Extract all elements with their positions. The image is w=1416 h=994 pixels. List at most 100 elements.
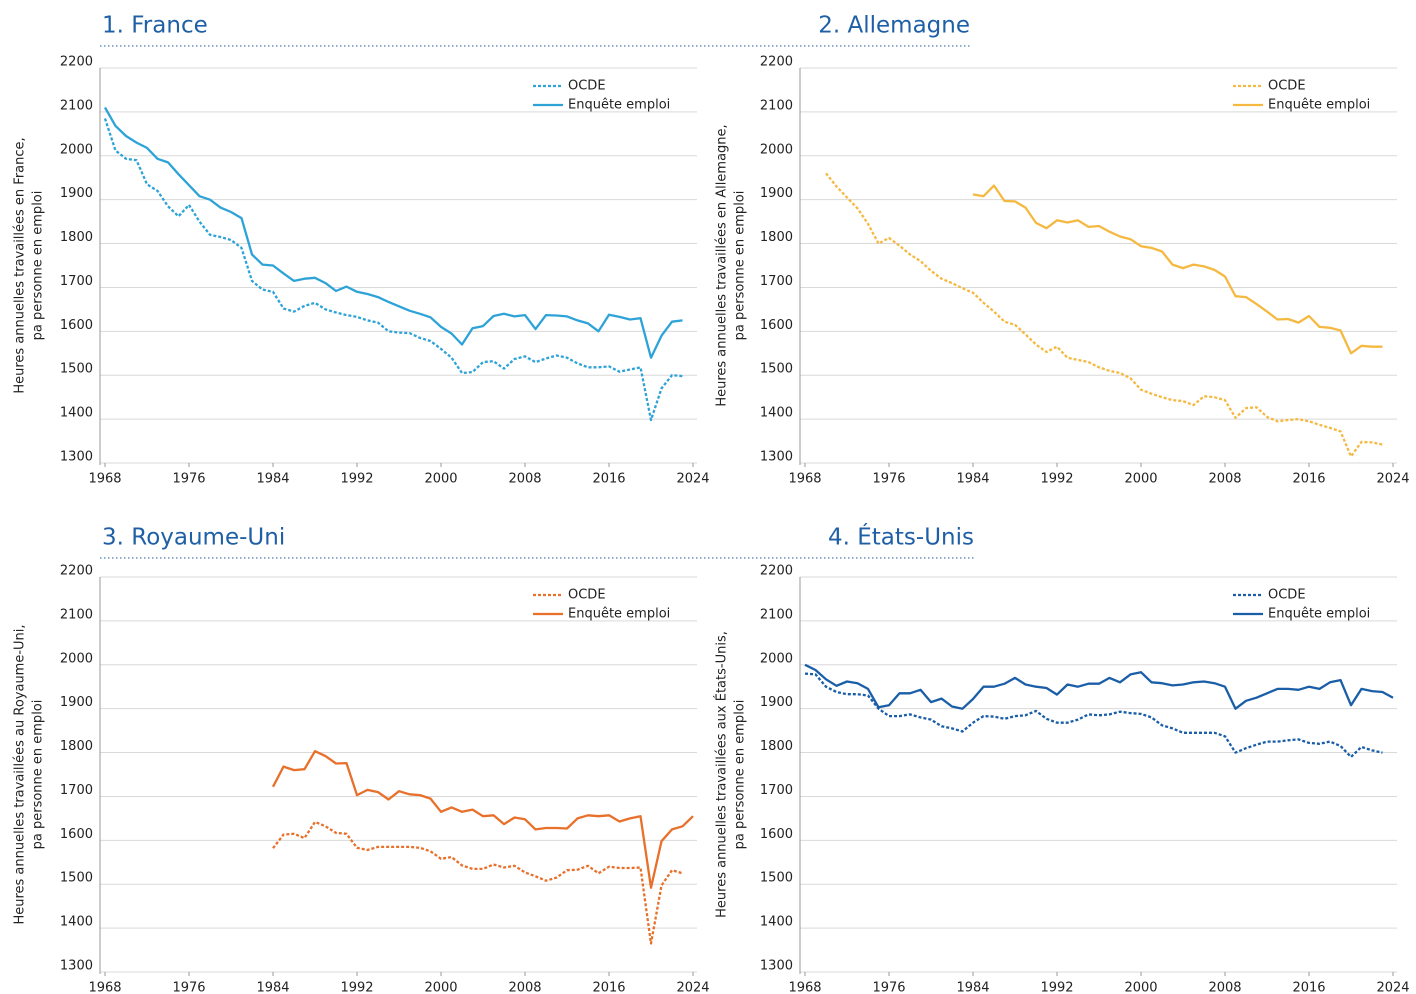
x-tick-label: 1984 [256, 472, 289, 487]
y-axis-label: pa personne en emploi [31, 191, 46, 341]
x-tick-label: 2024 [676, 981, 709, 994]
x-tick-label: 1968 [788, 472, 821, 487]
x-tick-label: 2024 [1376, 981, 1409, 994]
y-tick-label: 1600 [60, 827, 93, 842]
x-tick-label: 2000 [424, 981, 457, 994]
x-tick-label: 1976 [872, 472, 905, 487]
y-tick-label: 2000 [760, 142, 793, 157]
chart-title: 4. États-Unis [828, 523, 974, 551]
y-tick-label: 2000 [60, 651, 93, 666]
y-tick-label: 1800 [60, 739, 93, 754]
x-tick-label: 2008 [508, 981, 541, 994]
legend-label: OCDE [1268, 79, 1306, 94]
y-tick-label: 1400 [760, 406, 793, 421]
x-tick-label: 2024 [676, 472, 709, 487]
y-axis-label: Heures annuelles travaillées en Allemagn… [715, 124, 730, 406]
series-line [104, 106, 683, 359]
y-tick-label: 1700 [60, 783, 93, 798]
x-tick-label: 2000 [1124, 981, 1157, 994]
y-tick-label: 1300 [60, 450, 93, 465]
x-tick-label: 1976 [872, 981, 905, 994]
y-tick-label: 1700 [60, 274, 93, 289]
series-line [825, 172, 1383, 458]
y-tick-label: 1600 [60, 318, 93, 333]
y-tick-label: 1800 [60, 230, 93, 245]
chart-title: 3. Royaume-Uni [102, 525, 285, 551]
chart-title: 1. France [102, 13, 208, 39]
x-tick-label: 2000 [1124, 472, 1157, 487]
legend-label: OCDE [568, 79, 606, 94]
x-tick-label: 1976 [172, 981, 205, 994]
y-tick-label: 1800 [760, 230, 793, 245]
x-tick-label: 1968 [88, 472, 121, 487]
legend-label: Enquête emploi [568, 98, 670, 113]
y-tick-label: 1300 [60, 959, 93, 974]
y-axis-label: Heures annuelles travaillées aux États-U… [714, 631, 730, 918]
x-tick-label: 2008 [508, 472, 541, 487]
y-axis-label: Heures annuelles travaillées en France, [13, 137, 28, 393]
x-tick-label: 2016 [1292, 472, 1325, 487]
y-tick-label: 1800 [760, 739, 793, 754]
y-axis-label: pa personne en emploi [733, 191, 748, 341]
y-axis-label: pa personne en emploi [31, 700, 46, 850]
y-tick-label: 1500 [60, 362, 93, 377]
y-tick-label: 1900 [760, 186, 793, 201]
series-line [804, 672, 1383, 759]
x-tick-label: 2024 [1376, 472, 1409, 487]
series-line [103, 118, 683, 422]
series-line [272, 820, 683, 945]
x-tick-label: 1992 [340, 472, 373, 487]
y-tick-label: 1900 [60, 695, 93, 710]
y-tick-label: 1300 [760, 959, 793, 974]
y-tick-label: 1500 [760, 871, 793, 886]
y-tick-label: 1700 [760, 274, 793, 289]
y-tick-label: 1500 [760, 362, 793, 377]
series-line [972, 184, 1383, 355]
y-tick-label: 2100 [60, 98, 93, 113]
series-line [271, 750, 694, 889]
y-tick-label: 2200 [760, 564, 793, 579]
series-line [804, 663, 1394, 710]
x-tick-label: 1992 [1040, 981, 1073, 994]
x-tick-label: 1984 [956, 981, 989, 994]
y-axis-label: pa personne en emploi [733, 700, 748, 850]
x-tick-label: 2016 [592, 472, 625, 487]
legend-label: Enquête emploi [568, 607, 670, 622]
y-tick-label: 1700 [760, 783, 793, 798]
y-axis-label: Heures annuelles travaillées au Royaume-… [13, 624, 28, 924]
y-tick-label: 1300 [760, 450, 793, 465]
y-tick-label: 2100 [760, 98, 793, 113]
x-tick-label: 1992 [1040, 472, 1073, 487]
y-tick-label: 2100 [760, 607, 793, 622]
legend-label: OCDE [568, 588, 606, 603]
x-tick-label: 1984 [256, 981, 289, 994]
y-tick-label: 2000 [760, 651, 793, 666]
y-tick-label: 1600 [760, 827, 793, 842]
legend-label: Enquête emploi [1268, 607, 1370, 622]
x-tick-label: 1968 [788, 981, 821, 994]
x-tick-label: 2008 [1208, 472, 1241, 487]
y-tick-label: 2100 [60, 607, 93, 622]
y-tick-label: 2200 [60, 564, 93, 579]
x-tick-label: 1992 [340, 981, 373, 994]
x-tick-label: 2016 [1292, 981, 1325, 994]
legend-label: OCDE [1268, 588, 1306, 603]
x-tick-label: 2016 [592, 981, 625, 994]
x-tick-label: 1984 [956, 472, 989, 487]
y-tick-label: 1400 [60, 406, 93, 421]
x-tick-label: 1976 [172, 472, 205, 487]
y-tick-label: 2000 [60, 142, 93, 157]
y-tick-label: 2200 [760, 55, 793, 70]
y-tick-label: 1900 [60, 186, 93, 201]
x-tick-label: 1968 [88, 981, 121, 994]
y-tick-label: 1500 [60, 871, 93, 886]
y-tick-label: 2200 [60, 55, 93, 70]
chart-title: 2. Allemagne [818, 13, 970, 39]
y-tick-label: 1600 [760, 318, 793, 333]
x-tick-label: 2008 [1208, 981, 1241, 994]
y-tick-label: 1900 [760, 695, 793, 710]
legend-label: Enquête emploi [1268, 98, 1370, 113]
y-tick-label: 1400 [760, 915, 793, 930]
y-tick-label: 1400 [60, 915, 93, 930]
